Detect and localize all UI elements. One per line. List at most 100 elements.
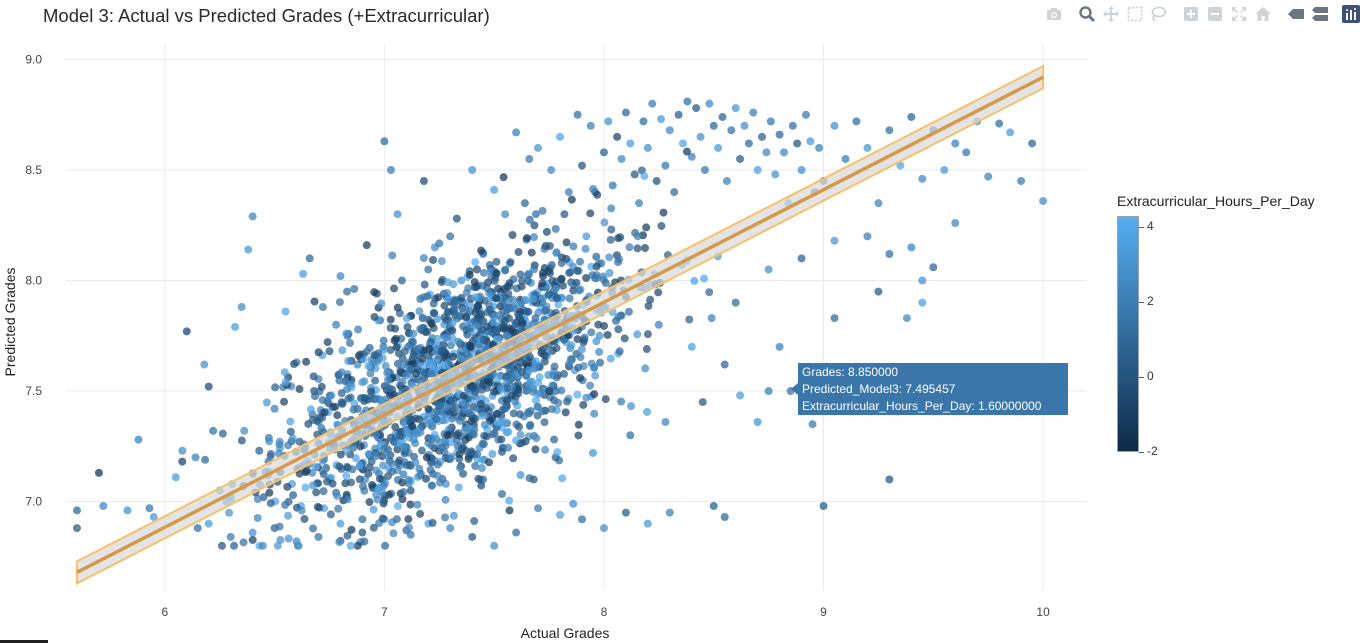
- data-point[interactable]: [201, 455, 210, 464]
- data-point[interactable]: [273, 541, 282, 550]
- data-point[interactable]: [437, 257, 446, 266]
- data-point[interactable]: [397, 276, 406, 285]
- data-point[interactable]: [418, 354, 427, 363]
- data-point[interactable]: [819, 502, 828, 510]
- data-point[interactable]: [535, 389, 544, 398]
- data-point[interactable]: [546, 269, 555, 278]
- data-point[interactable]: [569, 242, 578, 251]
- data-point[interactable]: [692, 104, 701, 113]
- data-point[interactable]: [593, 190, 602, 199]
- data-point[interactable]: [627, 402, 636, 411]
- data-point[interactable]: [440, 301, 449, 310]
- data-point[interactable]: [459, 391, 468, 400]
- data-point[interactable]: [393, 303, 402, 312]
- data-point[interactable]: [358, 528, 367, 537]
- data-point[interactable]: [554, 398, 563, 407]
- data-point[interactable]: [594, 320, 603, 329]
- data-point[interactable]: [450, 307, 459, 316]
- data-point[interactable]: [554, 300, 563, 309]
- data-point[interactable]: [902, 314, 911, 323]
- data-point[interactable]: [348, 465, 357, 474]
- data-point[interactable]: [727, 126, 736, 135]
- data-point[interactable]: [364, 362, 373, 371]
- data-point[interactable]: [586, 209, 595, 218]
- data-point[interactable]: [416, 324, 425, 333]
- data-point[interactable]: [477, 481, 486, 490]
- data-point[interactable]: [497, 489, 506, 498]
- data-point[interactable]: [550, 362, 559, 371]
- data-point[interactable]: [661, 161, 670, 170]
- data-point[interactable]: [508, 295, 517, 304]
- data-point[interactable]: [574, 420, 583, 429]
- data-point[interactable]: [517, 282, 526, 291]
- data-point[interactable]: [335, 462, 344, 471]
- data-point[interactable]: [577, 515, 586, 524]
- data-point[interactable]: [467, 417, 476, 426]
- data-point[interactable]: [674, 110, 683, 119]
- data-point[interactable]: [448, 319, 457, 328]
- data-point[interactable]: [399, 360, 408, 369]
- data-point[interactable]: [682, 147, 691, 156]
- data-point[interactable]: [614, 325, 623, 334]
- data-point[interactable]: [749, 108, 758, 117]
- data-point[interactable]: [294, 541, 303, 550]
- data-point[interactable]: [334, 504, 343, 513]
- data-point[interactable]: [182, 327, 191, 336]
- data-point[interactable]: [335, 298, 344, 307]
- data-point[interactable]: [553, 448, 562, 457]
- data-point[interactable]: [907, 112, 916, 121]
- data-point[interactable]: [490, 185, 499, 194]
- pan-icon[interactable]: [1101, 4, 1121, 24]
- data-point[interactable]: [333, 491, 342, 500]
- data-point[interactable]: [560, 210, 569, 219]
- data-point[interactable]: [311, 392, 320, 401]
- data-point[interactable]: [582, 393, 591, 402]
- data-point[interactable]: [633, 244, 642, 253]
- data-point[interactable]: [288, 434, 297, 443]
- data-point[interactable]: [342, 471, 351, 480]
- data-point[interactable]: [425, 344, 434, 353]
- data-point[interactable]: [500, 317, 509, 326]
- data-point[interactable]: [289, 491, 298, 500]
- data-point[interactable]: [360, 377, 369, 386]
- data-point[interactable]: [558, 474, 567, 483]
- data-point[interactable]: [551, 224, 560, 233]
- data-point[interactable]: [451, 403, 460, 412]
- data-point[interactable]: [240, 426, 249, 435]
- data-point[interactable]: [395, 456, 404, 465]
- data-point[interactable]: [485, 305, 494, 314]
- data-point[interactable]: [178, 446, 187, 455]
- data-point[interactable]: [312, 488, 321, 497]
- data-point[interactable]: [516, 471, 525, 480]
- data-point[interactable]: [714, 143, 723, 152]
- data-point[interactable]: [286, 417, 295, 426]
- data-point[interactable]: [371, 452, 380, 461]
- data-point[interactable]: [455, 416, 464, 425]
- data-point[interactable]: [405, 523, 414, 532]
- data-point[interactable]: [497, 435, 506, 444]
- data-point[interactable]: [230, 541, 239, 550]
- data-point[interactable]: [874, 287, 883, 296]
- data-point[interactable]: [415, 307, 424, 316]
- data-point[interactable]: [563, 397, 572, 406]
- data-point[interactable]: [621, 508, 630, 517]
- data-point[interactable]: [446, 341, 455, 350]
- data-point[interactable]: [625, 243, 634, 252]
- data-point[interactable]: [502, 331, 511, 340]
- reset-axes-icon[interactable]: [1253, 4, 1273, 24]
- data-point[interactable]: [262, 398, 271, 407]
- data-point[interactable]: [360, 393, 369, 402]
- data-point[interactable]: [646, 295, 655, 304]
- data-point[interactable]: [918, 174, 927, 183]
- data-point[interactable]: [454, 337, 463, 346]
- data-point[interactable]: [540, 418, 549, 427]
- data-point[interactable]: [355, 475, 364, 484]
- data-point[interactable]: [433, 315, 442, 324]
- data-point[interactable]: [270, 404, 279, 413]
- data-point[interactable]: [356, 350, 365, 359]
- data-point[interactable]: [477, 246, 486, 255]
- data-point[interactable]: [388, 251, 397, 260]
- data-point[interactable]: [720, 360, 729, 369]
- data-point[interactable]: [560, 369, 569, 378]
- data-point[interactable]: [690, 276, 699, 285]
